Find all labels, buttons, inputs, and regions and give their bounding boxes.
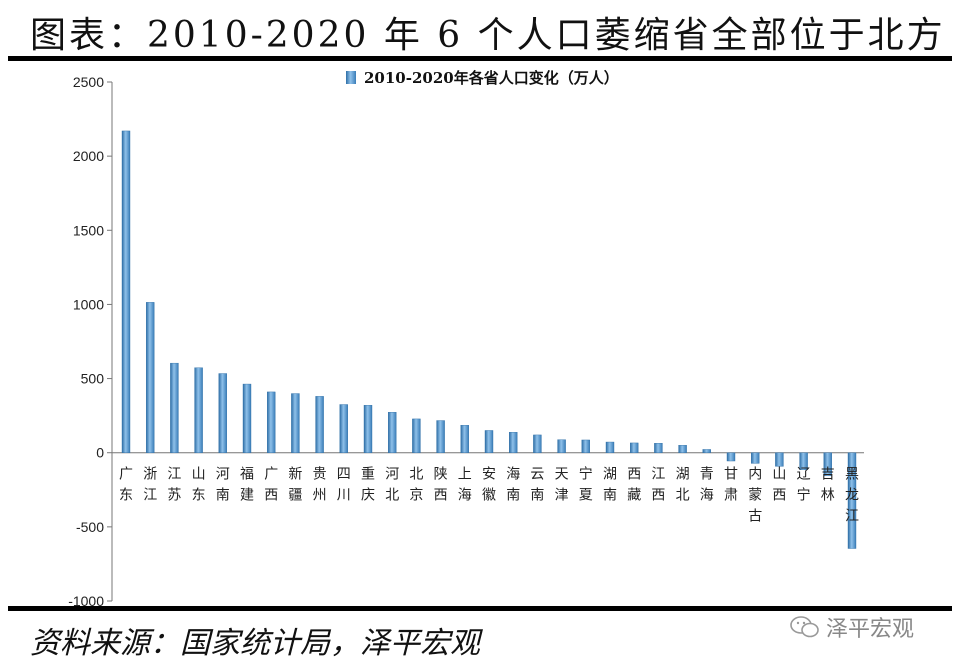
bar <box>194 367 203 453</box>
category-label: 天津 <box>555 467 569 504</box>
category-label: 云南 <box>530 467 544 504</box>
y-tick-label: 2500 <box>73 74 104 90</box>
category-label: 四川 <box>337 467 351 504</box>
bar <box>315 396 324 453</box>
category-label: 吉林 <box>821 467 835 504</box>
y-tick-label: 2000 <box>73 148 104 164</box>
bar <box>630 442 639 453</box>
bar <box>121 130 131 453</box>
category-label: 河北 <box>385 467 399 504</box>
bar <box>799 452 808 470</box>
bar <box>702 449 711 453</box>
category-label: 青海 <box>700 467 714 504</box>
category-label: 新疆 <box>288 467 302 504</box>
category-label: 辽宁 <box>797 467 811 504</box>
bar <box>654 443 663 453</box>
category-label: 广西 <box>264 467 278 504</box>
bars <box>121 130 857 549</box>
bar <box>847 452 857 549</box>
bar <box>484 430 494 453</box>
category-label: 广东 <box>119 467 133 504</box>
bar <box>363 405 373 453</box>
bar <box>388 412 397 453</box>
bar <box>339 404 348 453</box>
category-label: 海南 <box>506 467 520 504</box>
category-label: 陕西 <box>434 467 448 504</box>
category-label: 湖南 <box>603 467 617 504</box>
legend-swatch <box>346 71 356 84</box>
top-rule <box>8 56 952 61</box>
watermark-text: 泽平宏观 <box>826 617 915 642</box>
bar <box>509 432 518 453</box>
y-tick-label: 500 <box>81 371 105 387</box>
category-label: 上海 <box>458 467 472 504</box>
bar <box>170 362 179 453</box>
bar <box>678 445 687 453</box>
wechat-icon <box>790 616 819 638</box>
bar <box>267 391 276 453</box>
bar <box>605 441 615 453</box>
category-labels: 广东浙江江苏山东河南福建广西新疆贵州四川重庆河北北京陕西上海安徽海南云南天津宁夏… <box>119 466 859 525</box>
category-label: 贵州 <box>313 467 327 504</box>
legend-label: 2010-2020年各省人口变化（万人） <box>364 69 619 87</box>
bar <box>436 420 445 453</box>
page-title: 图表：2010-2020 年 6 个人口萎缩省全部位于北方 <box>30 15 946 56</box>
chart-legend: 2010-2020年各省人口变化（万人） <box>346 69 619 87</box>
category-label: 山东 <box>192 467 206 504</box>
category-label: 内蒙古 <box>748 467 762 525</box>
bar <box>412 418 421 453</box>
y-tick-label: 1000 <box>73 296 104 312</box>
bar <box>145 302 155 453</box>
y-tick-label: 1500 <box>73 222 104 238</box>
bar <box>581 439 590 453</box>
y-tick-label: 0 <box>96 445 104 461</box>
bar <box>751 452 760 464</box>
category-label: 甘肃 <box>724 467 738 504</box>
bar <box>726 452 736 462</box>
category-label: 河南 <box>216 467 230 504</box>
bar <box>557 439 566 453</box>
category-label: 安徽 <box>482 467 496 504</box>
category-label: 黑龙江 <box>845 467 859 525</box>
category-label: 江苏 <box>167 467 181 504</box>
bar <box>775 452 784 467</box>
y-tick-label: -500 <box>76 519 104 535</box>
bar <box>242 383 252 453</box>
category-label: 重庆 <box>361 467 375 504</box>
axes: 2500 2000 1500 1000 500 0 -500 -1000 <box>68 74 864 609</box>
bar <box>218 373 228 453</box>
category-label: 北京 <box>409 467 423 504</box>
bottom-rule <box>8 606 952 611</box>
category-label: 湖北 <box>676 467 690 504</box>
category-label: 福建 <box>240 467 254 504</box>
y-tick-label: -1000 <box>68 593 104 609</box>
bar <box>533 434 542 453</box>
bar <box>823 452 832 476</box>
category-label: 山西 <box>772 467 786 504</box>
category-label: 江西 <box>651 467 665 504</box>
bar <box>460 425 469 453</box>
category-label: 西藏 <box>627 467 641 504</box>
bar <box>291 393 300 453</box>
watermark: 泽平宏观 <box>790 612 914 642</box>
source-note: 资料来源：国家统计局，泽平宏观 <box>30 626 480 661</box>
category-label: 浙江 <box>143 467 157 504</box>
category-label: 宁夏 <box>579 466 593 504</box>
